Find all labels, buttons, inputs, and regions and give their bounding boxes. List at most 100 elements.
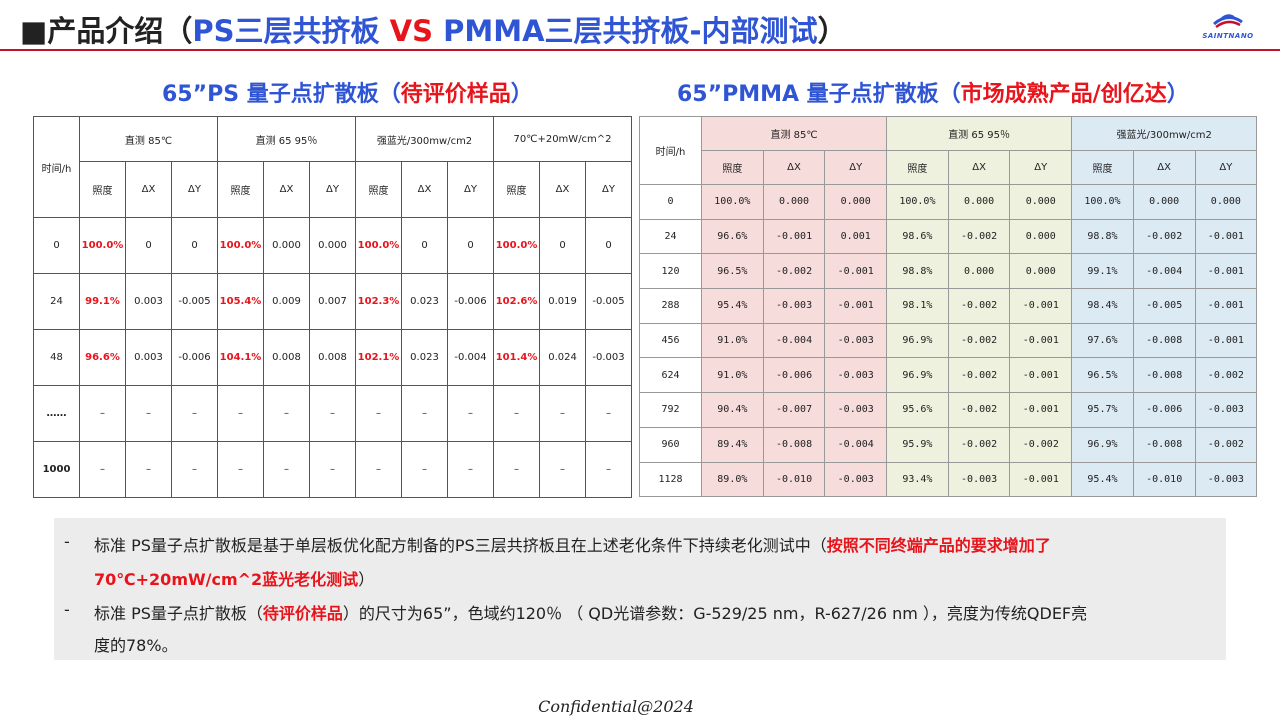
ps-value-cell: 0.003 [125, 273, 172, 330]
ps-group-header: 直测 85℃ [79, 116, 218, 162]
pmma-group-header: 直测 65 95％ [886, 116, 1073, 151]
ps-time-cell: 24 [33, 273, 80, 330]
ps-value-cell: – [79, 385, 126, 442]
pmma-value-cell: 0.000 [947, 253, 1011, 290]
ps-value-cell: 0.019 [539, 273, 587, 330]
pmma-value-cell: -0.006 [1132, 392, 1196, 428]
ps-group-header: 直测 65 95％ [217, 116, 356, 162]
pmma-sub-header-row: 照度 ΔX ΔY 照度 ΔX ΔY 照度 ΔX ΔY [640, 150, 1258, 185]
note-text: ）的尺寸为65”，色域约120％ （ QD光谱参数：G-529/25 nm，R-… [342, 604, 1088, 623]
pmma-time-cell: 0 [639, 184, 702, 220]
pmma-value-cell: 91.0% [701, 357, 764, 394]
notes-panel: - 标准 PS量子点扩散板是基于单层板优化配方制备的PS三层共挤板且在上述老化条… [54, 518, 1226, 660]
pmma-value-cell: 0.000 [1009, 184, 1073, 220]
ps-value-cell: – [171, 385, 218, 442]
ps-sub-header: ΔX [125, 161, 172, 218]
ps-value-cell: 0.008 [309, 329, 356, 386]
ps-table-row: 0 100.0% 0 0 100.0% 0.000 0.000 100.0% 0 0 100.0% 0… [33, 217, 633, 274]
ps-row-header: 时间/h [33, 116, 80, 218]
pmma-value-cell: 95.7% [1071, 392, 1134, 428]
pmma-sub-header: ΔX [762, 150, 826, 185]
pmma-table-row: 1128 89.0% -0.010 -0.003 93.4% -0.003 -0.001 95… [639, 461, 1258, 498]
pmma-value-cell: 100.0% [1071, 184, 1134, 220]
title-vs: VS [389, 14, 433, 48]
ps-table-body: 0 100.0% 0 0 100.0% 0.000 0.000 100.0% 0 0 100.0% 0… [33, 217, 633, 498]
pmma-sub-header: ΔY [1009, 150, 1073, 185]
pmma-sub-header: ΔY [824, 150, 888, 185]
ps-value-cell: 0 [125, 217, 172, 274]
ps-value-cell: – [217, 441, 264, 498]
pmma-value-cell: 98.1% [886, 288, 949, 324]
pmma-value-cell: 97.6% [1071, 322, 1134, 359]
pmma-value-cell: 96.6% [701, 218, 764, 255]
pmma-value-cell: 0.000 [1194, 184, 1258, 220]
pmma-value-cell: -0.002 [762, 253, 826, 290]
pmma-time-cell: 1128 [639, 461, 702, 498]
ps-sub-header: ΔX [401, 161, 448, 218]
ps-value-cell: 102.3% [355, 273, 402, 330]
pmma-value-cell: 99.1% [1071, 253, 1134, 290]
pmma-value-cell: 91.0% [701, 322, 764, 359]
pmma-value-cell: -0.001 [1009, 357, 1073, 394]
pmma-value-cell: -0.004 [1132, 253, 1196, 290]
note-highlight: 按照不同终端产品的要求增加了 [826, 536, 1051, 555]
ps-value-cell: 0.009 [263, 273, 310, 330]
pmma-value-cell: 0.000 [947, 184, 1011, 220]
pmma-value-cell: 96.9% [1071, 426, 1134, 463]
ps-value-cell: – [493, 385, 541, 442]
ps-sub-header: ΔX [263, 161, 310, 218]
pmma-value-cell: -0.008 [762, 426, 826, 463]
pmma-value-cell: -0.003 [824, 357, 888, 394]
ps-value-cell: – [585, 441, 633, 498]
ps-sub-header: ΔY [446, 161, 495, 218]
ps-table-row: 48 96.6% 0.003 -0.006 104.1% 0.008 0.008 102.1%… [33, 329, 633, 386]
pmma-subtitle-highlight: 市场成熟产品/创亿达 [960, 82, 1167, 107]
ps-value-cell: – [309, 385, 356, 442]
ps-value-cell: 96.6% [79, 329, 126, 386]
pmma-table-row: 624 91.0% -0.006 -0.003 96.9% -0.002 -0.001 96.… [639, 357, 1258, 394]
pmma-value-cell: -0.003 [824, 322, 888, 359]
ps-value-cell: – [125, 385, 172, 442]
pmma-value-cell: -0.001 [1009, 288, 1073, 324]
ps-value-cell: – [446, 441, 495, 498]
ps-value-cell: 0.000 [263, 217, 310, 274]
pmma-value-cell: 89.4% [701, 426, 764, 463]
ps-group-header: 70℃+20mW/cm^2 [493, 116, 633, 162]
pmma-subtitle-end: ） [1166, 82, 1189, 107]
ps-subtitle-end: ） [510, 82, 533, 107]
pmma-value-cell: 0.000 [1009, 253, 1073, 290]
pmma-time-cell: 792 [639, 392, 702, 428]
pmma-table-row: 456 91.0% -0.004 -0.003 96.9% -0.002 -0.001 97.… [639, 322, 1258, 359]
ps-value-cell: 0 [539, 217, 587, 274]
pmma-table-body: 0 100.0% 0.000 0.000 100.0% 0.000 0.000 100.0% 0… [639, 184, 1258, 498]
ps-value-cell: 101.4% [493, 329, 541, 386]
ps-value-cell: – [263, 385, 310, 442]
bullet-dash: - [64, 532, 70, 551]
ps-value-cell: -0.005 [171, 273, 218, 330]
pmma-value-cell: -0.005 [1132, 288, 1196, 324]
pmma-value-cell: 0.000 [1132, 184, 1196, 220]
title-pmma: PMMA三层共挤板-内部测试 [433, 14, 818, 48]
pmma-value-cell: 90.4% [701, 392, 764, 428]
ps-value-cell: – [355, 441, 402, 498]
pmma-value-cell: -0.001 [1194, 322, 1258, 359]
pmma-value-cell: -0.001 [1194, 288, 1258, 324]
ps-value-cell: 0 [585, 217, 633, 274]
pmma-sub-header: ΔX [947, 150, 1011, 185]
ps-value-cell: – [493, 441, 541, 498]
pmma-value-cell: 96.5% [701, 253, 764, 290]
pmma-table-row: 960 89.4% -0.008 -0.004 95.9% -0.002 -0.002 96.… [639, 426, 1258, 463]
title-prefix: ■产品介绍（ [20, 14, 193, 48]
pmma-value-cell: -0.002 [947, 426, 1011, 463]
note-highlight: 待评价样品 [262, 604, 343, 623]
ps-value-cell: 102.1% [355, 329, 402, 386]
ps-value-cell: 0.000 [309, 217, 356, 274]
pmma-value-cell: 98.8% [1071, 218, 1134, 255]
note-highlight: 70℃+20mW/cm^2蓝光老化测试 [94, 570, 359, 589]
ps-value-cell: 102.6% [493, 273, 541, 330]
pmma-value-cell: 96.9% [886, 322, 949, 359]
ps-value-cell: – [539, 385, 587, 442]
logo-mark-icon [1213, 14, 1243, 29]
ps-value-cell: 99.1% [79, 273, 126, 330]
ps-group-header: 强蓝光/300mw/cm2 [354, 116, 495, 162]
